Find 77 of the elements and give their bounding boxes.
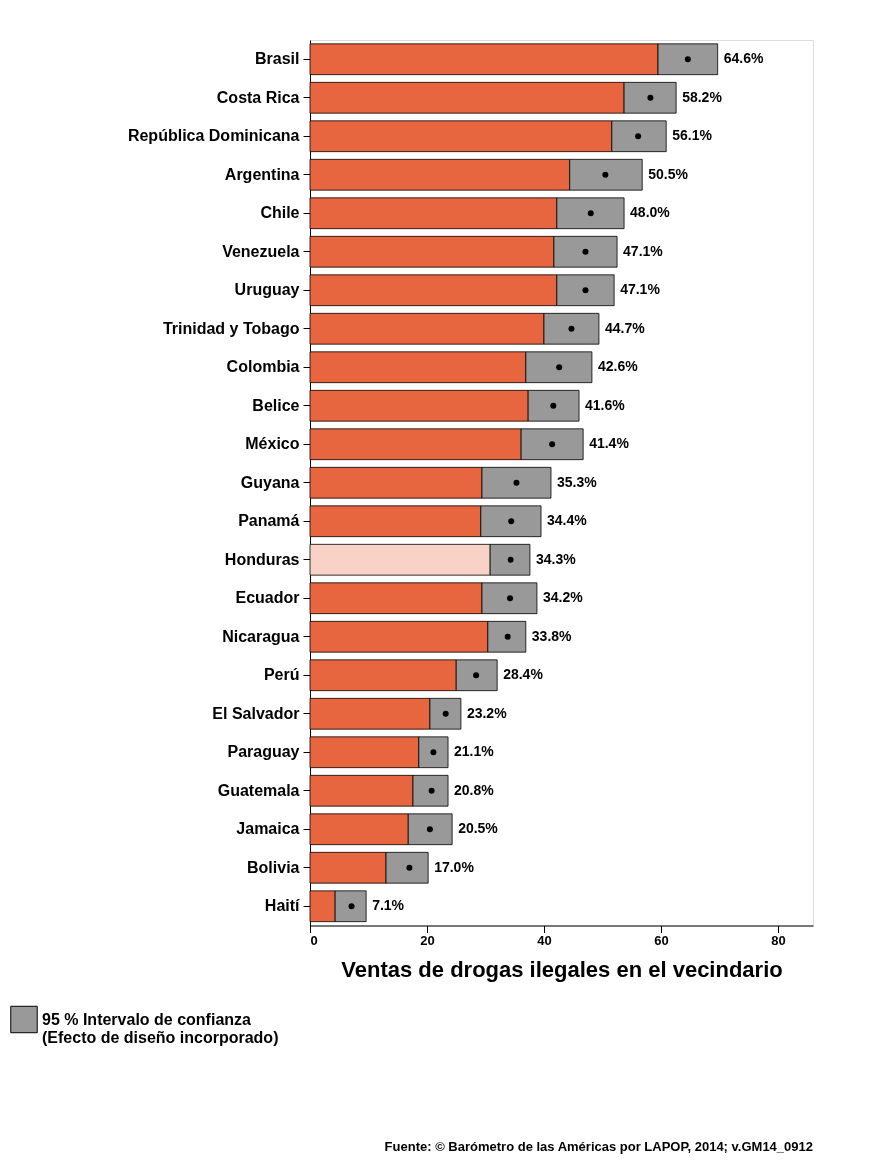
point xyxy=(684,56,691,63)
x-tick-label: 80 xyxy=(771,933,786,948)
data-label: 33.8% xyxy=(531,627,573,644)
point xyxy=(587,210,594,217)
data-label: 48.0% xyxy=(630,204,671,221)
data-label: 50.5% xyxy=(648,165,689,182)
data-label: 42.6% xyxy=(597,358,639,375)
y-tick-label: El Salvador xyxy=(212,704,300,722)
data-label: 20.8% xyxy=(454,781,495,798)
y-tick-label: Panamá xyxy=(238,512,300,530)
y-tick-label: Ecuador xyxy=(235,589,300,607)
point xyxy=(430,749,437,756)
point xyxy=(507,595,514,602)
x-tick-label: 60 xyxy=(654,933,669,948)
data-label: 21.1% xyxy=(454,743,495,760)
data-label: 44.7% xyxy=(604,319,646,336)
point xyxy=(504,633,511,640)
point xyxy=(582,248,589,255)
point xyxy=(442,710,449,717)
point xyxy=(549,441,556,448)
y-tick-label: Trinidad y Tobago xyxy=(162,319,300,337)
data-label: 7.1% xyxy=(372,897,405,914)
point xyxy=(473,672,480,679)
y-tick-label: Chile xyxy=(260,204,300,222)
point xyxy=(647,94,654,101)
point xyxy=(513,479,520,486)
data-label: 64.6% xyxy=(723,50,764,67)
data-label: 34.4% xyxy=(547,512,588,529)
y-tick-label: Colombia xyxy=(226,358,300,376)
y-tick-label: Paraguay xyxy=(227,743,300,761)
x-axis-title: Ventas de drogas ilegales en el vecindario xyxy=(341,957,783,982)
data-label: 20.5% xyxy=(458,820,499,837)
point xyxy=(602,171,609,178)
y-tick-label: Nicaragua xyxy=(222,627,300,645)
data-label: 35.3% xyxy=(556,473,598,490)
y-tick-label: Honduras xyxy=(224,550,300,568)
source-note: Fuente: © Barómetro de las Américas por LAPOP, 2014; v.GM14_0912 xyxy=(384,1138,813,1154)
point xyxy=(568,325,575,332)
point xyxy=(428,787,435,794)
data-label: 34.3% xyxy=(535,550,577,567)
y-tick-label: Guatemala xyxy=(217,781,300,799)
y-tick-label: República Dominicana xyxy=(127,127,300,145)
x-tick-label: 40 xyxy=(537,933,552,948)
point xyxy=(348,903,355,910)
point xyxy=(582,287,589,294)
point xyxy=(507,556,514,563)
y-tick-label: Bolivia xyxy=(247,858,300,876)
y-tick-label: Uruguay xyxy=(234,281,300,299)
y-tick-label: Jamaica xyxy=(236,820,300,838)
data-label: 47.1% xyxy=(623,242,664,259)
y-tick-label: Venezuela xyxy=(222,242,300,260)
y-tick-label: Guyana xyxy=(240,473,300,491)
y-tick-label: México xyxy=(245,435,300,453)
x-tick-label: 0 xyxy=(310,933,318,948)
y-tick-label: Costa Rica xyxy=(216,88,300,106)
y-tick-label: Haití xyxy=(264,897,301,915)
point xyxy=(550,402,557,409)
data-label: 47.1% xyxy=(620,281,661,298)
point xyxy=(406,864,413,871)
point xyxy=(635,133,642,140)
y-tick-label: Brasil xyxy=(255,50,300,68)
data-label: 23.2% xyxy=(466,704,508,721)
point xyxy=(556,364,563,371)
y-tick-label: Perú xyxy=(263,666,300,684)
data-label: 56.1% xyxy=(672,127,713,144)
point xyxy=(508,518,515,525)
point xyxy=(426,826,433,833)
data-label: 41.6% xyxy=(585,396,626,413)
data-label: 58.2% xyxy=(682,88,723,105)
data-label: 28.4% xyxy=(503,666,544,683)
y-tick-label: Argentina xyxy=(224,165,300,183)
x-tick-label: 20 xyxy=(420,933,435,948)
y-tick-label: Belice xyxy=(252,396,300,414)
data-label: 41.4% xyxy=(589,435,630,452)
data-label: 34.2% xyxy=(542,589,584,606)
legend-label: 95 % Intervalo de confianza (Efecto de diseño incorporado) xyxy=(42,1010,279,1046)
data-label: 17.0% xyxy=(434,858,475,875)
